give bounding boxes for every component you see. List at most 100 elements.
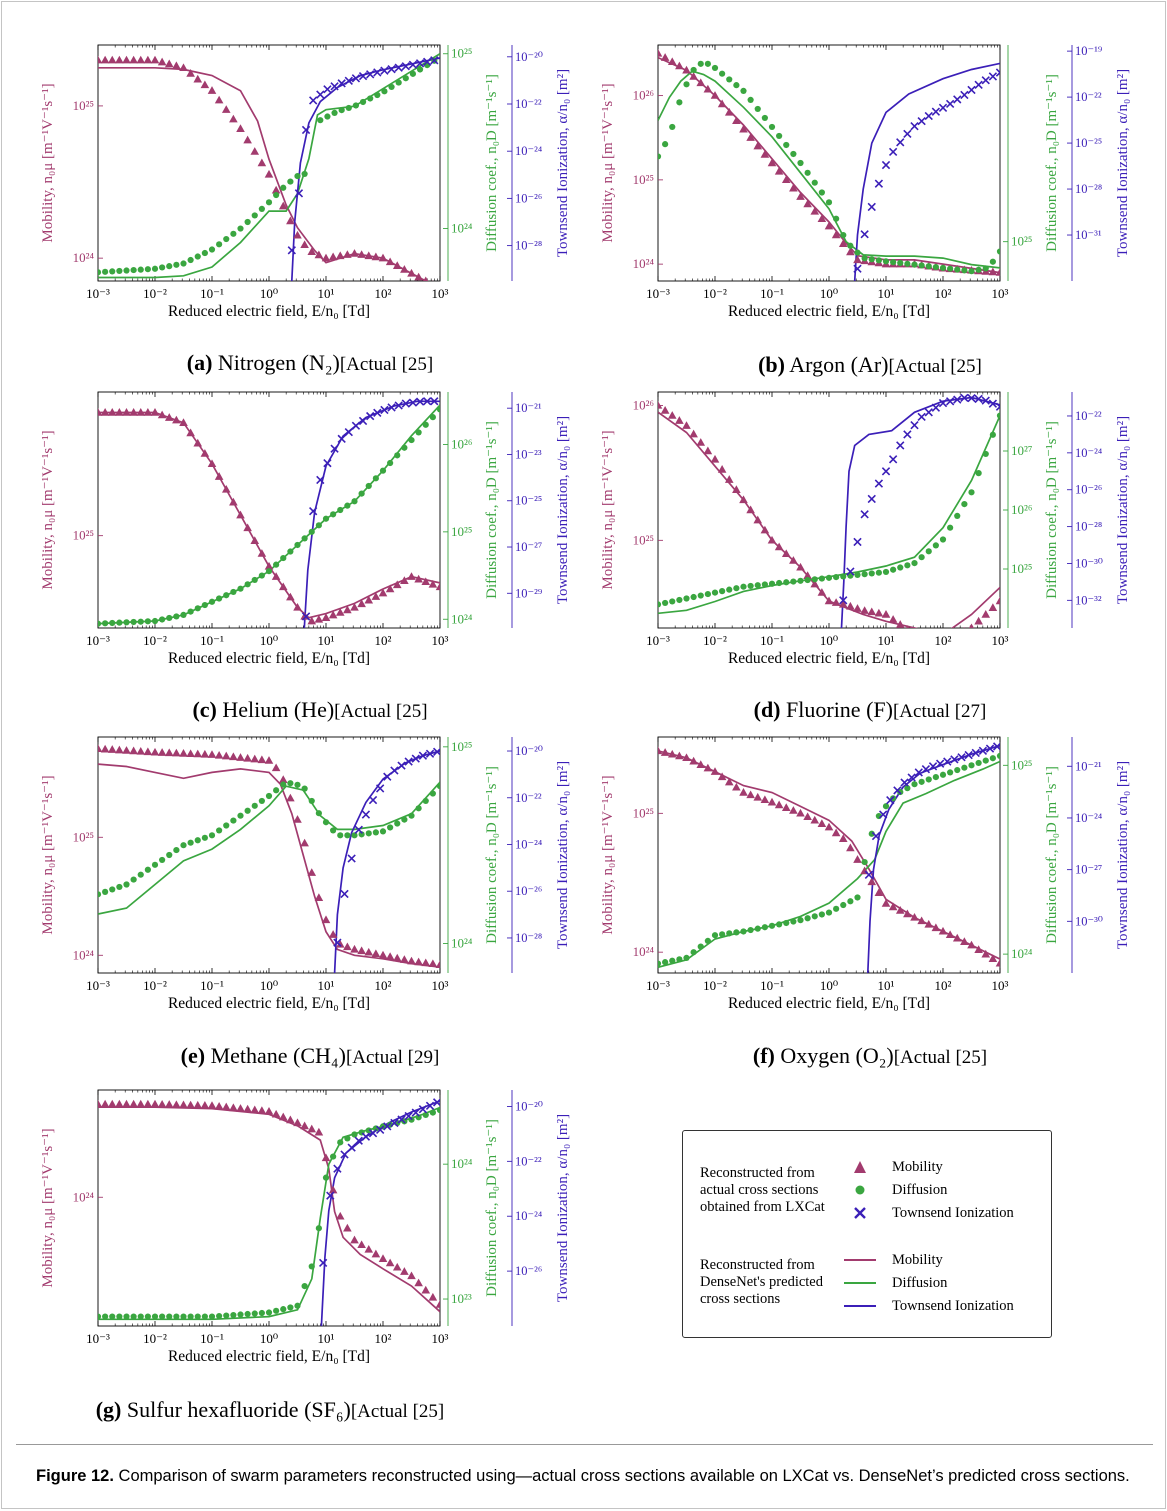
diffusion-actual-marker: [98, 1313, 102, 1320]
townsend-actual-marker: [394, 401, 403, 410]
townsend-actual-marker: [853, 264, 862, 273]
mobility-tick-label: 10²⁵: [73, 98, 94, 113]
mobility-actual-marker: [371, 252, 381, 261]
diffusion-actual-marker: [776, 921, 783, 928]
diffusion-actual-marker: [351, 1131, 358, 1138]
mobility-actual-marker: [421, 958, 431, 967]
mobility-actual-marker: [250, 536, 260, 544]
mobility-actual-marker: [278, 775, 288, 783]
mobility-actual-marker: [286, 793, 295, 802]
mobility-actual-marker: [115, 1099, 124, 1108]
mobility-actual-marker: [988, 267, 998, 276]
mobility-actual-marker: [300, 240, 309, 249]
mobility-actual-marker: [974, 945, 983, 953]
mobility-actual-marker: [179, 418, 188, 426]
diffusion-actual-marker: [280, 781, 287, 788]
diffusion-actual-marker: [818, 911, 825, 918]
diffusion-actual-marker: [294, 781, 301, 788]
diffusion-actual-marker: [258, 1309, 265, 1317]
mobility-actual-marker: [817, 588, 827, 596]
mobility-actual-marker: [696, 438, 706, 446]
diffusion-actual-marker: [98, 269, 102, 276]
mobility-actual-marker: [172, 748, 181, 757]
diffusion-actual-marker: [330, 827, 337, 834]
diffusion-actual-marker: [258, 797, 265, 805]
townsend-actual-marker: [411, 1108, 420, 1117]
mobility-actual-marker: [243, 135, 252, 144]
diffusion-actual-marker: [330, 511, 337, 518]
x-tick-label: 10³: [432, 633, 449, 648]
diffusion-actual-marker: [918, 554, 925, 561]
diffusion-actual-marker: [208, 598, 216, 605]
mobility-actual-marker: [122, 408, 131, 416]
mobility-actual-marker: [421, 577, 431, 586]
mobility-actual-marker: [136, 746, 146, 755]
triangle-marker-icon: [854, 1161, 866, 1173]
mobility-actual-marker: [682, 421, 691, 429]
townsend-axis-label: Townsend Ionization, α/n₀ [m²]: [555, 1114, 571, 1302]
panel-g: 10⁻³ 10⁻² 10⁻¹ 10⁰ 10¹ 10² 10³ Reduced electric…: [30, 1082, 590, 1377]
mobility-actual-marker: [689, 429, 698, 438]
mobility-actual-marker: [696, 760, 706, 768]
mobility-actual-marker: [179, 1100, 188, 1109]
diffusion-actual-marker: [975, 759, 982, 767]
townsend-actual-marker: [347, 854, 356, 863]
diffusion-actual-marker: [747, 582, 754, 590]
mobility-actual-marker: [136, 55, 146, 64]
diffusion-actual-marker: [359, 98, 367, 106]
townsend-actual-marker: [411, 754, 420, 763]
diffusion-actual-marker: [251, 1310, 258, 1317]
diffusion-actual-marker: [882, 258, 890, 265]
diffusion-actual-marker: [676, 596, 683, 604]
mobility-actual-marker: [321, 915, 331, 924]
mobility-axis-label: Mobility, n₀μ [m⁻¹V⁻¹s⁻¹]: [40, 1128, 56, 1287]
diffusion-actual-marker: [968, 489, 975, 496]
diffusion-actual-marker: [273, 1307, 280, 1314]
mobility-actual-marker: [179, 749, 188, 757]
townsend-actual-marker: [383, 1122, 392, 1131]
townsend-tick-label: 10⁻²⁶: [515, 191, 542, 205]
x-tick-label: 10¹: [318, 978, 335, 993]
mobility-actual-marker: [824, 596, 834, 605]
mobility-actual-marker: [221, 751, 231, 760]
diffusion-actual-marker: [683, 595, 690, 602]
townsend-actual-marker: [881, 160, 891, 170]
diffusion-actual-marker: [352, 102, 360, 109]
diffusion-actual-marker: [123, 267, 130, 274]
diffusion-actual-marker: [374, 91, 381, 99]
diffusion-actual-marker: [996, 412, 1000, 419]
mobility-actual-marker: [364, 251, 374, 260]
diffusion-actual-marker: [947, 265, 954, 272]
townsend-actual-marker: [318, 1258, 328, 1268]
mobility-actual-marker: [100, 744, 110, 753]
mobility-actual-marker: [407, 956, 416, 965]
diffusion-axis-label: Diffusion coef., n₀D [m⁻¹s⁻¹]: [484, 1119, 500, 1297]
diffusion-actual-marker: [208, 246, 216, 253]
mobility-actual-marker: [314, 614, 324, 623]
mobility-actual-marker: [250, 754, 260, 763]
diffusion-actual-marker: [776, 579, 783, 587]
x-tick-label: 10⁰: [260, 286, 278, 301]
diffusion-actual-marker: [711, 589, 719, 596]
diffusion-actual-marker: [761, 924, 768, 931]
diffusion-actual-marker: [401, 444, 408, 451]
mobility-actual-marker: [207, 459, 217, 468]
diffusion-actual-marker: [144, 1313, 151, 1320]
diffusion-actual-marker: [818, 189, 825, 196]
mobility-actual-marker: [938, 926, 948, 935]
diffusion-actual-marker: [166, 263, 173, 270]
chart-d: 10⁻³ 10⁻² 10⁻¹ 10⁰ 10¹ 10² 10³ Reduced electric…: [600, 391, 1131, 667]
mobility-actual-marker: [846, 601, 855, 610]
diffusion-actual-marker: [783, 141, 790, 149]
diffusion-actual-marker: [662, 599, 669, 607]
diffusion-actual-marker: [996, 248, 1000, 255]
diffusion-tick-label: 10²⁵: [451, 524, 472, 539]
diffusion-actual-marker: [719, 70, 726, 77]
caption-a: (a) Nitrogen (N₂)[Actual [25]: [186, 350, 434, 375]
townsend-tick-label: 10⁻²⁸: [1075, 182, 1102, 196]
diffusion-actual-marker: [144, 618, 151, 625]
mobility-actual-marker: [917, 632, 926, 640]
mobility-axis-label: Mobility, n₀μ [m⁻¹V⁻¹s⁻¹]: [600, 775, 616, 934]
mobility-actual-marker: [278, 1112, 288, 1121]
mobility-actual-marker: [428, 1292, 438, 1301]
